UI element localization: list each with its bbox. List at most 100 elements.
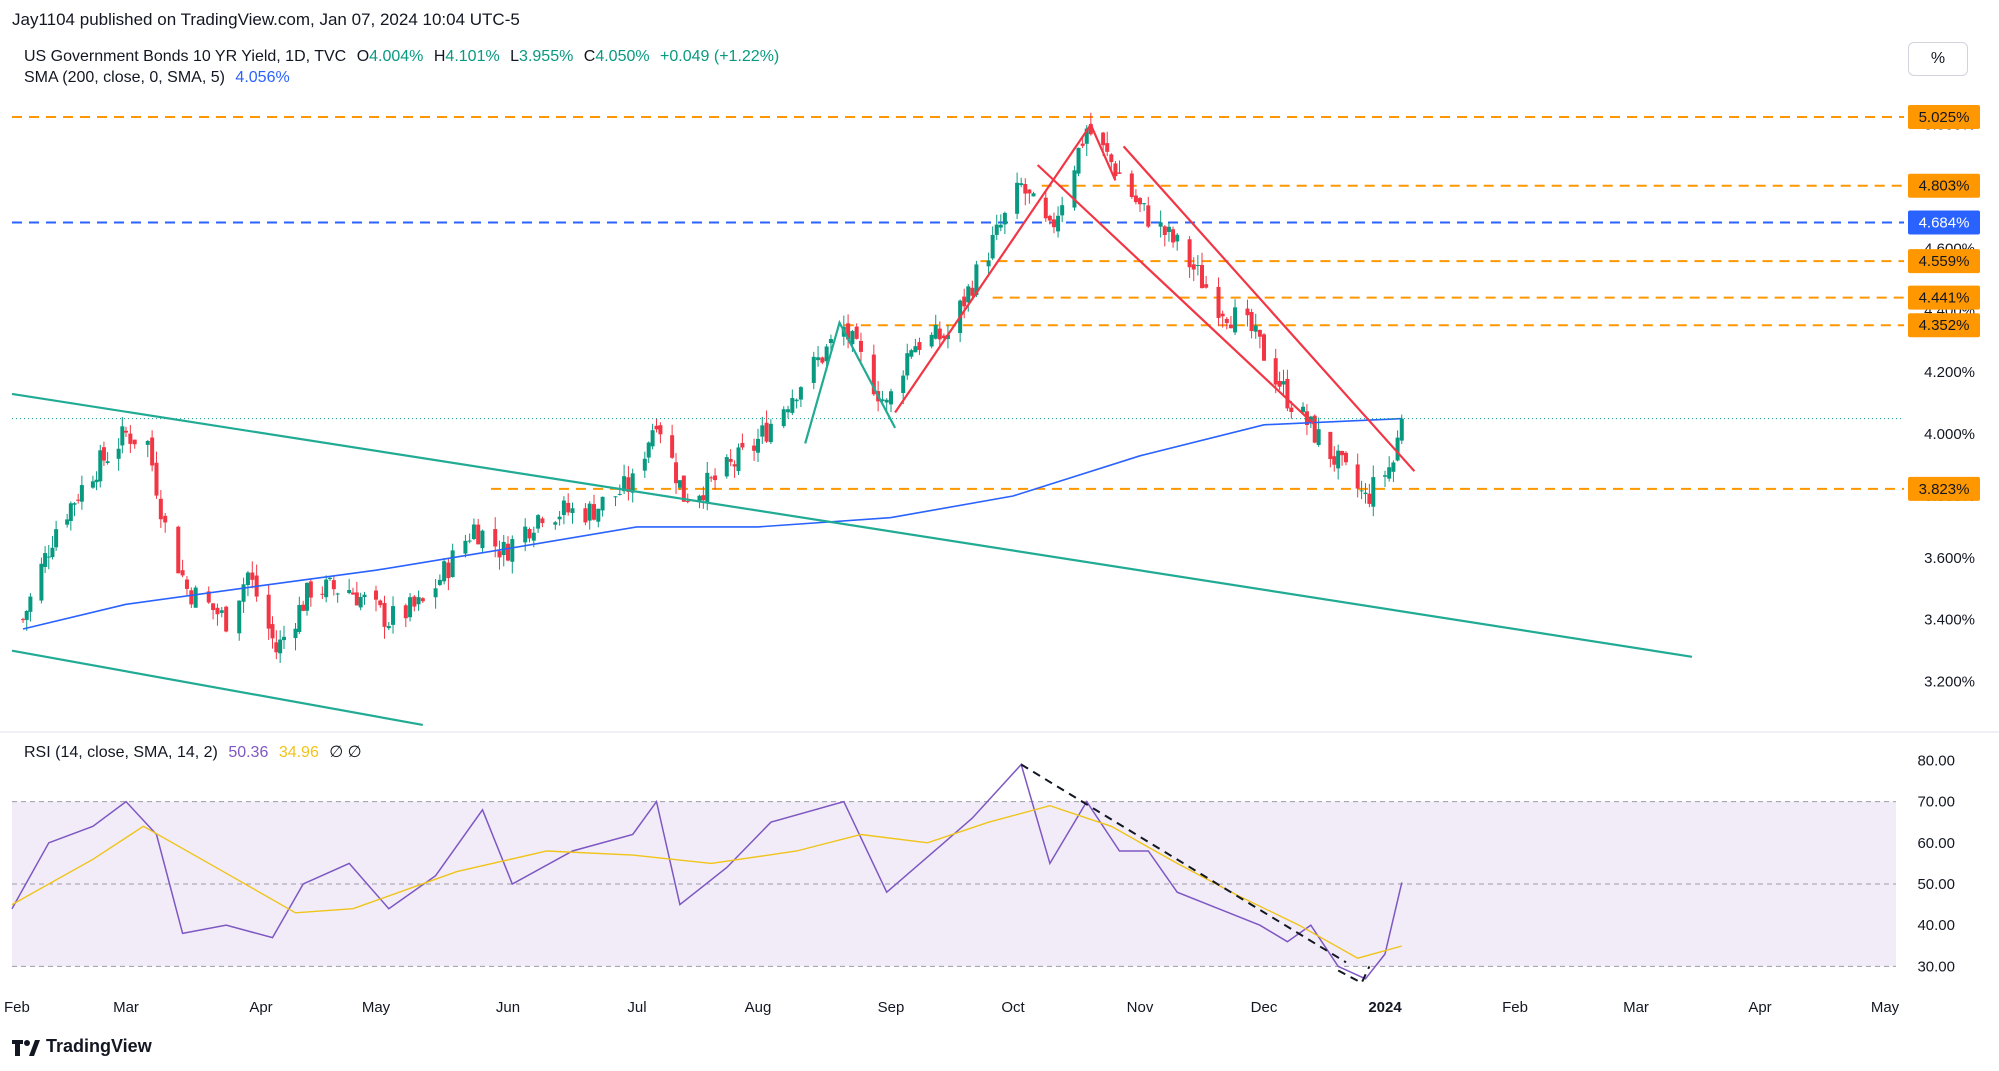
candle-body	[701, 495, 706, 501]
tradingview-logo-text: TradingView	[46, 1036, 152, 1056]
candle-body	[467, 540, 472, 542]
candle-body	[929, 334, 934, 347]
candle-body	[1387, 467, 1392, 479]
candle-body	[1273, 358, 1278, 385]
candle-body	[1340, 450, 1345, 456]
candle-body	[1395, 437, 1400, 461]
candle-body	[752, 445, 757, 451]
candle-body	[536, 515, 541, 529]
candle-body	[1245, 308, 1250, 316]
candle-body	[846, 323, 851, 340]
candle-body	[297, 604, 302, 632]
time-axis-tick: Jul	[627, 999, 646, 1016]
candle-body	[480, 530, 485, 549]
candle-body	[1200, 264, 1204, 289]
candle-body	[670, 435, 675, 458]
candle-body	[335, 593, 340, 595]
candle-body	[630, 473, 635, 493]
candle-body	[1146, 205, 1151, 227]
candle-body	[68, 503, 73, 521]
candle-body	[1031, 193, 1036, 197]
ohlc-high: H4.101%	[433, 48, 500, 65]
level-badge-label: 4.352%	[1919, 317, 1970, 334]
candle-body	[43, 553, 48, 567]
candle-body	[463, 540, 468, 554]
candle-body	[471, 524, 476, 540]
candle-body	[677, 480, 682, 488]
candle-body	[1051, 219, 1056, 228]
candle-body	[101, 447, 106, 461]
candle-body	[1187, 239, 1192, 268]
candle-body	[1343, 452, 1348, 463]
candle-body	[962, 296, 967, 307]
candle-body	[1332, 456, 1337, 465]
rsi-axis-tick: 30.00	[1917, 958, 1955, 975]
candle-body	[145, 441, 150, 445]
candle-body	[1371, 477, 1376, 507]
candle-body	[1109, 154, 1114, 163]
candle-body	[90, 481, 95, 488]
candle-body	[990, 234, 995, 259]
rsi-extra: ∅ ∅	[329, 744, 362, 761]
rsi-axis-tick: 40.00	[1917, 917, 1955, 934]
candle-body	[215, 607, 220, 615]
candle-body	[24, 610, 29, 620]
candle-body	[756, 438, 760, 453]
candle-body	[374, 590, 378, 600]
candle-body	[970, 287, 975, 296]
candle-body	[613, 496, 618, 498]
candle-body	[282, 636, 286, 641]
candle-body	[358, 597, 363, 608]
candle-body	[1224, 318, 1229, 324]
candle-body	[154, 462, 159, 496]
candle-body	[224, 606, 229, 632]
candle-body	[132, 439, 137, 445]
sma-value: 4.056%	[235, 69, 290, 86]
candle-body	[1253, 325, 1258, 332]
candle-body	[1277, 380, 1282, 387]
candle-body	[998, 224, 1003, 228]
rsi-axis-tick: 50.00	[1917, 876, 1955, 893]
time-axis-tick: May	[362, 999, 391, 1016]
candle-body	[211, 603, 216, 611]
candle-body	[617, 493, 622, 495]
percent-scale-button[interactable]: %	[1908, 42, 1968, 76]
candle-body	[945, 334, 950, 339]
candle-body	[351, 592, 355, 595]
candle-body	[1076, 147, 1081, 174]
candle-body	[681, 475, 686, 502]
tradingview-logo[interactable]: TradingView	[12, 1036, 152, 1057]
candle-body	[1312, 415, 1317, 443]
candle-body	[1257, 329, 1262, 337]
candle-body	[382, 603, 387, 627]
candle-body	[933, 325, 938, 339]
level-badge	[1908, 249, 1980, 274]
candle-body	[566, 502, 571, 513]
candle-body	[1019, 183, 1024, 186]
candle-body	[1142, 203, 1147, 205]
candle-body	[1336, 450, 1341, 469]
candle-body	[493, 529, 498, 547]
price-axis-tick: 3.400%	[1924, 612, 1975, 629]
candle-body	[120, 426, 125, 446]
candle-body	[331, 580, 336, 590]
candle-body	[811, 356, 816, 383]
price-axis-tick: 4.000%	[1924, 426, 1975, 443]
candle-body	[1117, 172, 1122, 174]
candle-body	[540, 518, 545, 524]
candle-body	[905, 353, 910, 376]
candle-body	[158, 498, 163, 520]
candle-body	[442, 561, 447, 582]
time-axis-tick: Nov	[1127, 999, 1154, 1016]
candle-body	[65, 519, 70, 525]
candle-body	[1175, 234, 1180, 242]
candle-body	[446, 562, 451, 579]
candle-body	[1249, 312, 1254, 331]
ohlc-close: C4.050%	[583, 48, 650, 65]
candle-body	[176, 526, 181, 574]
level-badge	[1908, 173, 1980, 198]
rsi-value: 50.36	[228, 744, 269, 761]
candle-body	[1027, 189, 1032, 194]
candle-body	[189, 590, 194, 605]
